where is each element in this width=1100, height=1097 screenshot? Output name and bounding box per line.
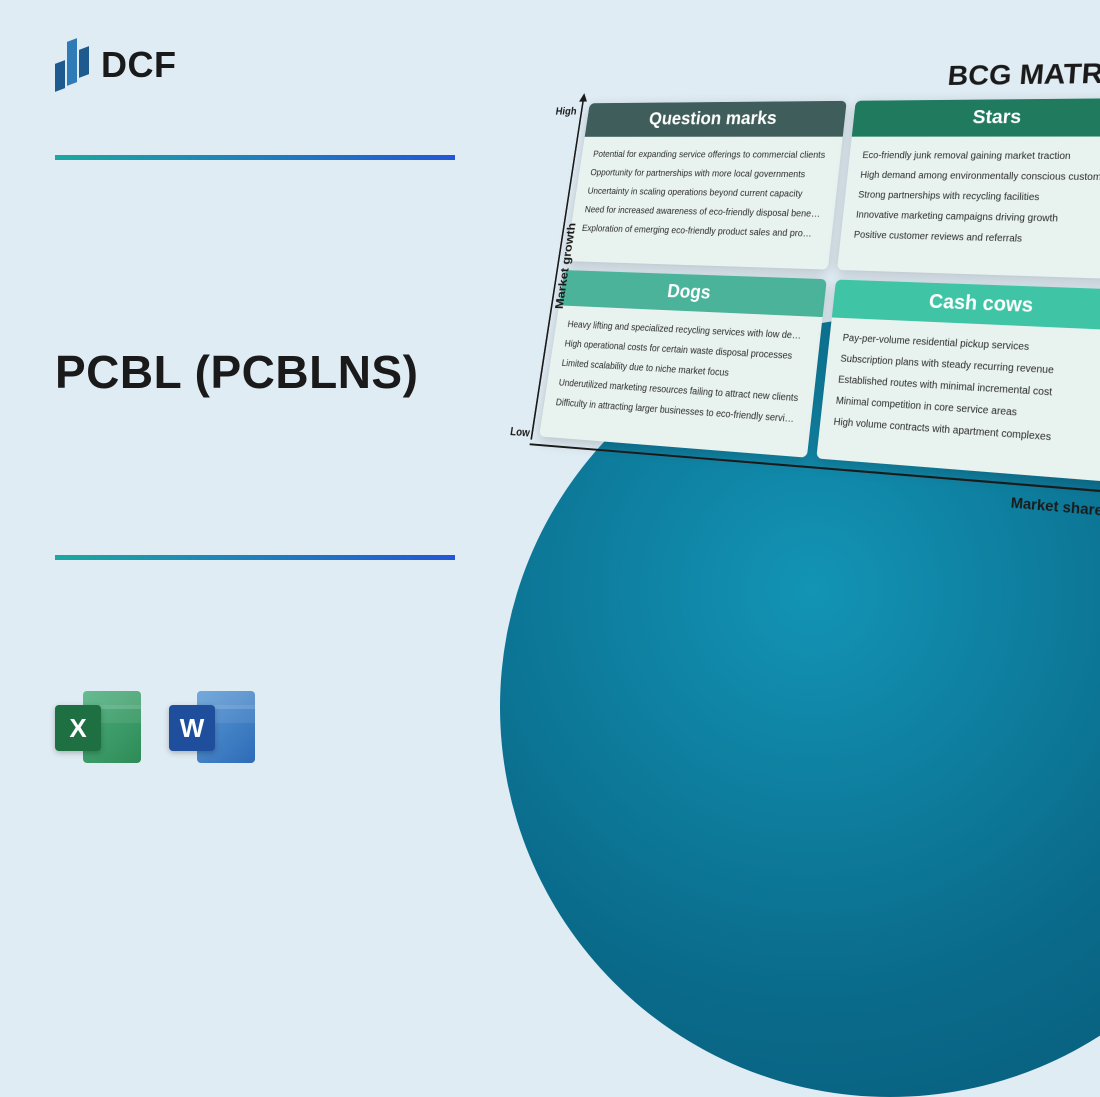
list-item: Positive customer reviews and referrals [853, 227, 1100, 250]
quadrant-question-marks: Question marks Potential for expanding s… [566, 101, 847, 270]
excel-letter: X [55, 705, 101, 751]
quadrant-stars: Stars Eco-friendly junk removal gaining … [837, 98, 1100, 280]
list-item: Potential for expanding service offering… [592, 147, 829, 163]
list-item: Strong partnerships with recycling facil… [857, 187, 1100, 207]
list-item: Uncertainty in scaling operations beyond… [586, 184, 824, 203]
excel-icon: X [55, 687, 141, 767]
quadrant-header: Question marks [585, 101, 847, 137]
quadrant-dogs: Dogs Heavy lifting and specialized recyc… [539, 270, 827, 458]
word-icon: W [169, 687, 255, 767]
list-item: Exploration of emerging eco-friendly pro… [581, 221, 820, 242]
brand-logo: DCF [55, 40, 177, 90]
quadrant-list: Eco-friendly junk removal gaining market… [838, 137, 1100, 270]
quadrant-header: Stars [852, 98, 1100, 137]
page-title: PCBL (PCBLNS) [55, 345, 418, 399]
list-item: Opportunity for partnerships with more l… [589, 166, 826, 183]
quadrant-cash-cows: Cash cows Pay-per-volume residential pic… [816, 280, 1100, 484]
divider-bottom [55, 555, 455, 560]
list-item: Innovative marketing campaigns driving g… [855, 207, 1100, 229]
list-item: Need for increased awareness of eco-frie… [584, 202, 822, 222]
logo-text: DCF [101, 44, 177, 86]
file-type-icons: X W [55, 687, 255, 767]
quadrant-list: Pay-per-volume residential pickup servic… [817, 317, 1100, 472]
list-item: High demand among environmentally consci… [859, 167, 1100, 186]
divider-top [55, 155, 455, 160]
tick-high: High [555, 105, 578, 117]
quadrant-list: Potential for expanding service offering… [567, 137, 843, 260]
matrix-title: BCG MATRIX [591, 57, 1100, 96]
quadrant-list: Heavy lifting and specialized recycling … [541, 305, 823, 447]
tick-low: Low [509, 425, 530, 440]
list-item: Eco-friendly junk removal gaining market… [862, 148, 1100, 166]
bcg-matrix: BCG MATRIX Market growth Market share Hi… [539, 57, 1100, 483]
logo-icon [55, 40, 89, 90]
word-letter: W [169, 705, 215, 751]
